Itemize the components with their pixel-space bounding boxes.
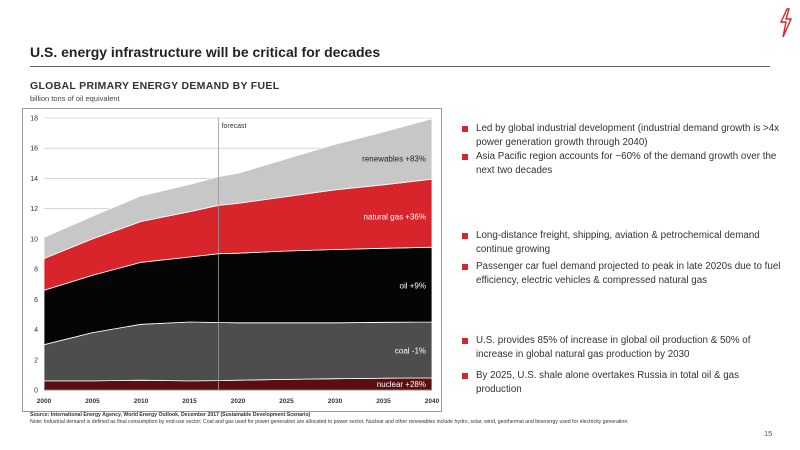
bullet-square-icon <box>462 126 468 132</box>
x-tick-label: 2040 <box>425 398 440 405</box>
bullet-square-icon <box>462 338 468 344</box>
bullet-text: Asia Pacific region accounts for ~60% of… <box>476 151 777 176</box>
y-tick-label: 6 <box>34 297 38 304</box>
page-number: 15 <box>764 429 773 438</box>
chart-title: GLOBAL PRIMARY ENERGY DEMAND BY FUEL <box>30 80 280 92</box>
area-renewables <box>43 118 433 260</box>
x-tick-label: 2020 <box>231 398 246 405</box>
bullet-text: U.S. provides 85% of increase in global … <box>476 335 751 360</box>
x-tick-label: 2000 <box>37 398 52 405</box>
bullet-item: Asia Pacific region accounts for ~60% of… <box>462 150 786 177</box>
source-note: Source: International Energy Agency, Wor… <box>30 412 730 426</box>
bullet-text: Passenger car fuel demand projected to p… <box>476 261 781 286</box>
series-label: oil +9% <box>400 281 426 290</box>
y-tick-label: 14 <box>30 176 38 183</box>
bullet-text: Led by global industrial development (in… <box>476 123 780 148</box>
series-label: nuclear +28% <box>377 380 426 389</box>
x-tick-label: 2035 <box>376 398 391 405</box>
y-tick-label: 10 <box>30 236 38 243</box>
bullet-item: By 2025, U.S. shale alone overtakes Russ… <box>462 369 786 396</box>
energy-demand-chart: 0 2 4 6 8 10 12 14 16 18 2000 2005 2010 2015 2020 2025 2… <box>30 116 440 406</box>
bullet-item: U.S. provides 85% of increase in global … <box>462 334 786 361</box>
series-label: natural gas +36% <box>364 213 427 222</box>
series-label: renewables +83% <box>362 154 426 163</box>
y-tick-label: 0 <box>34 388 38 395</box>
bullet-text: By 2025, U.S. shale alone overtakes Russ… <box>476 370 740 395</box>
forecast-label: forecast <box>222 123 247 130</box>
bullet-square-icon <box>462 154 468 160</box>
bullet-square-icon <box>462 264 468 270</box>
source-line: Source: International Energy Agency, Wor… <box>30 412 311 418</box>
y-tick-label: 16 <box>30 146 38 153</box>
bullet-item: Led by global industrial development (in… <box>462 122 786 149</box>
company-logo-icon <box>779 8 793 38</box>
y-tick-label: 8 <box>34 267 38 274</box>
x-tick-label: 2025 <box>279 398 294 405</box>
bullet-item: Passenger car fuel demand projected to p… <box>462 260 786 287</box>
bullet-item: Long-distance freight, shipping, aviatio… <box>462 229 786 256</box>
y-tick-label: 12 <box>30 206 38 213</box>
x-tick-label: 2010 <box>134 398 149 405</box>
bullet-square-icon <box>462 373 468 379</box>
y-tick-label: 2 <box>34 357 38 364</box>
title-divider <box>30 66 770 67</box>
x-tick-label: 2030 <box>328 398 343 405</box>
bullet-square-icon <box>462 233 468 239</box>
x-tick-label: 2015 <box>182 398 197 405</box>
bullet-text: Long-distance freight, shipping, aviatio… <box>476 230 760 255</box>
source-footnote: Note: Industrial demand is defined as fi… <box>30 419 629 426</box>
x-tick-label: 2005 <box>85 398 100 405</box>
chart-subtitle: billion tons of oil equivalent <box>30 94 120 103</box>
series-label: coal -1% <box>395 346 426 355</box>
y-tick-label: 18 <box>30 116 38 123</box>
page-title: U.S. energy infrastructure will be criti… <box>30 44 381 60</box>
y-tick-label: 4 <box>34 327 38 334</box>
